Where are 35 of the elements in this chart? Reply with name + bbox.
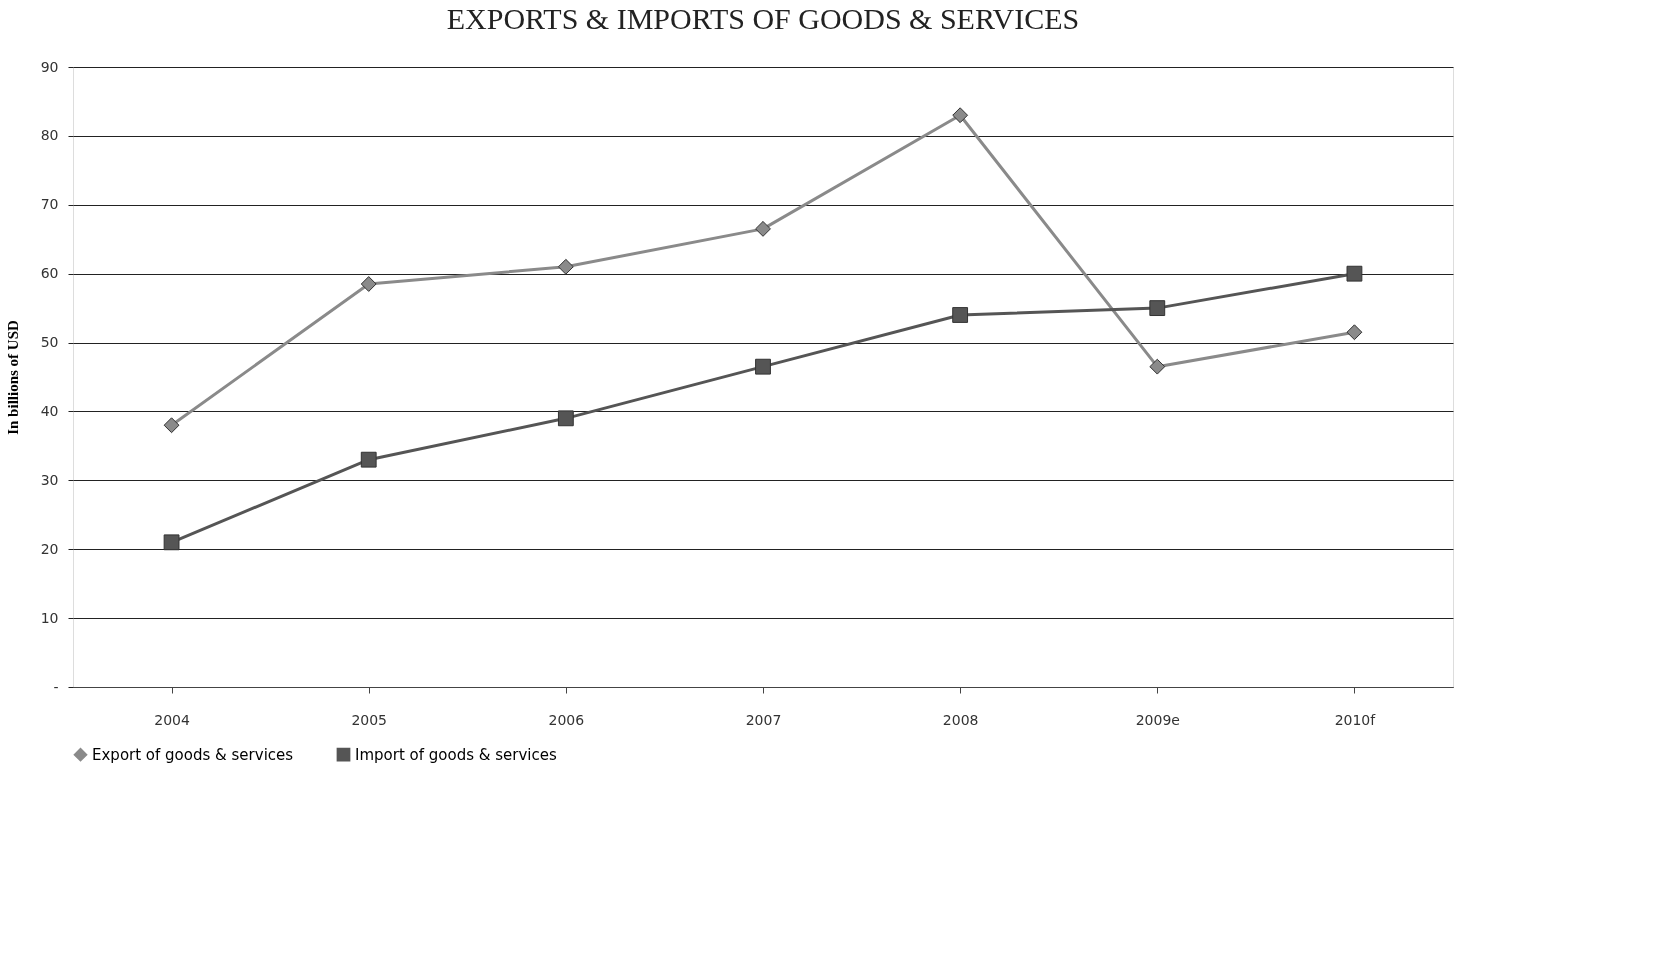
- x-tick-label: 2007: [745, 711, 782, 728]
- y-tick-label: 10: [40, 609, 59, 626]
- point: [952, 307, 969, 323]
- point: [1346, 324, 1363, 341]
- y-tick-label: 50: [40, 334, 59, 351]
- y-tick-label: 80: [40, 127, 59, 144]
- point: [1149, 358, 1166, 375]
- point: [163, 417, 180, 434]
- y-tick-label: 20: [40, 540, 59, 557]
- point: [557, 258, 574, 275]
- x-tick-label: 2006: [548, 711, 585, 728]
- x-tick-label: 2005: [351, 711, 388, 728]
- chart-title: EXPORTS & IMPORTS OF GOODS & SERVICES: [446, 2, 1080, 35]
- point: [952, 107, 969, 124]
- point: [755, 220, 771, 237]
- y-axis-title: In billions of USD: [4, 320, 21, 435]
- x-tick-label: 2008: [942, 711, 979, 728]
- point: [755, 358, 771, 375]
- x-tick-label: 2004: [154, 711, 190, 728]
- point: [163, 534, 180, 551]
- x-tick-label: 2009e: [1135, 711, 1180, 728]
- point: [360, 276, 377, 292]
- point: [1346, 265, 1363, 282]
- y-tick-label: -: [53, 678, 59, 695]
- point: [557, 410, 574, 427]
- point: [1149, 300, 1166, 317]
- legend-label: Export of goods & services: [92, 745, 294, 764]
- y-tick-label: 60: [40, 265, 59, 282]
- y-tick-label: 70: [40, 196, 59, 213]
- y-tick-label: 40: [40, 402, 59, 419]
- legend-label: Import of goods & services: [355, 745, 557, 764]
- y-tick-label: 90: [40, 58, 59, 75]
- point: [360, 451, 377, 468]
- x-tick-label: 2010f: [1334, 711, 1377, 728]
- y-tick-label: 30: [40, 471, 59, 488]
